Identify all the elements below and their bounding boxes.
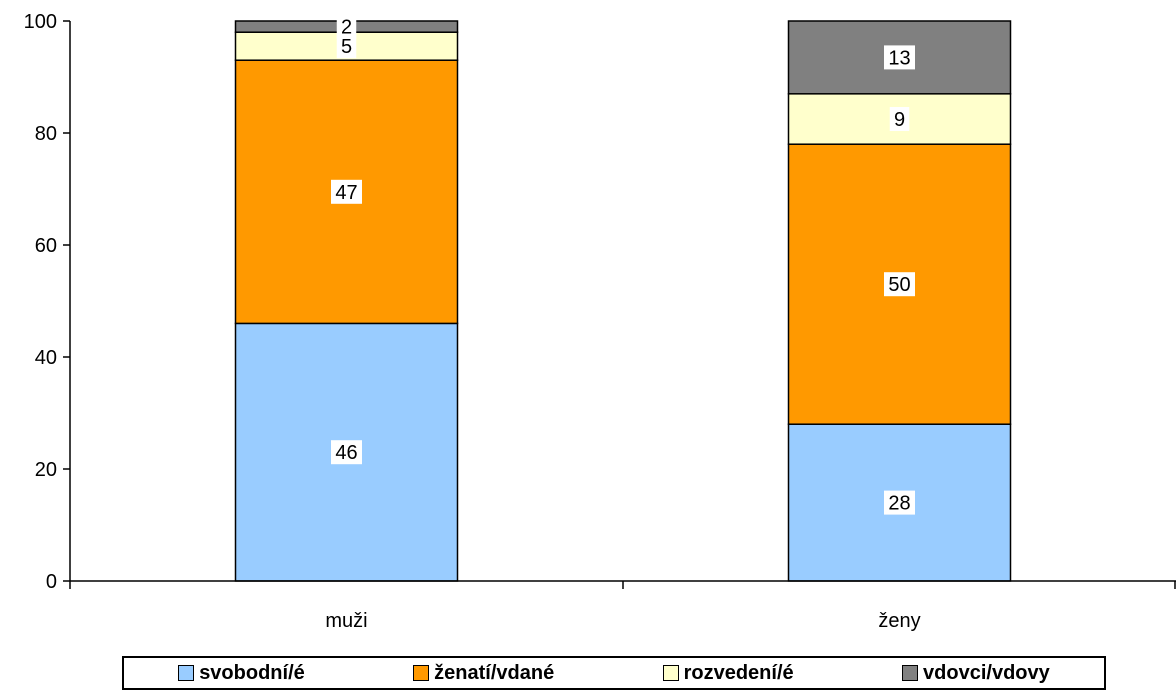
data-label-0-3: 2 <box>341 17 352 39</box>
y-tick-label-1: 20 <box>35 459 57 481</box>
legend-swatch-0 <box>178 665 195 681</box>
legend: svobodní/é ženatí/vdané rozvedení/é vdovci/… <box>122 656 1106 690</box>
legend-swatch-1 <box>413 665 430 681</box>
stacked-bar-chart: 0 20 40 60 80 100 46 47 52 28 50 9 13 muži ženy <box>24 11 1176 632</box>
y-tick-label-5: 100 <box>24 11 57 33</box>
data-label-bg-1-0 <box>884 490 915 515</box>
data-label-bg-1-1 <box>884 272 915 297</box>
data-label-bg-0-1 <box>331 179 362 204</box>
y-tick-label-0: 0 <box>46 571 57 593</box>
data-label-bg-0-0 <box>331 440 362 465</box>
data-label-1-1: 50 <box>888 274 910 296</box>
x-tick-label-0: muži <box>325 610 367 632</box>
legend-item-1: ženatí/vdané <box>413 662 554 685</box>
data-label-bg-1-2 <box>889 107 910 131</box>
y-tick-label-2: 40 <box>35 347 57 369</box>
data-label-bg-0-2 <box>336 34 357 59</box>
data-label-1-0: 28 <box>888 493 910 515</box>
data-label-1-2: 9 <box>894 109 905 131</box>
legend-label-1: ženatí/vdané <box>434 661 555 684</box>
legend-label-0: svobodní/é <box>199 661 305 684</box>
data-label-1-3: 13 <box>888 47 910 69</box>
data-label-bg-1-3 <box>884 45 915 70</box>
y-tick-label-3: 60 <box>35 235 57 257</box>
legend-swatch-2 <box>662 665 679 681</box>
data-label-0-0: 46 <box>335 442 357 464</box>
data-label-0-1: 47 <box>335 182 357 204</box>
legend-item-0: svobodní/é <box>178 662 305 685</box>
legend-item-3: vdovci/vdovy <box>902 662 1050 685</box>
y-tick-label-4: 80 <box>35 123 57 145</box>
x-tick-label-1: ženy <box>878 610 920 632</box>
data-label-0-2: 5 <box>341 36 352 58</box>
legend-label-3: vdovci/vdovy <box>923 661 1050 684</box>
data-label-bg-0-3 <box>336 14 357 39</box>
legend-label-2: rozvedení/é <box>683 661 794 684</box>
legend-item-2: rozvedení/é <box>662 661 794 685</box>
legend-swatch-3 <box>902 665 919 681</box>
